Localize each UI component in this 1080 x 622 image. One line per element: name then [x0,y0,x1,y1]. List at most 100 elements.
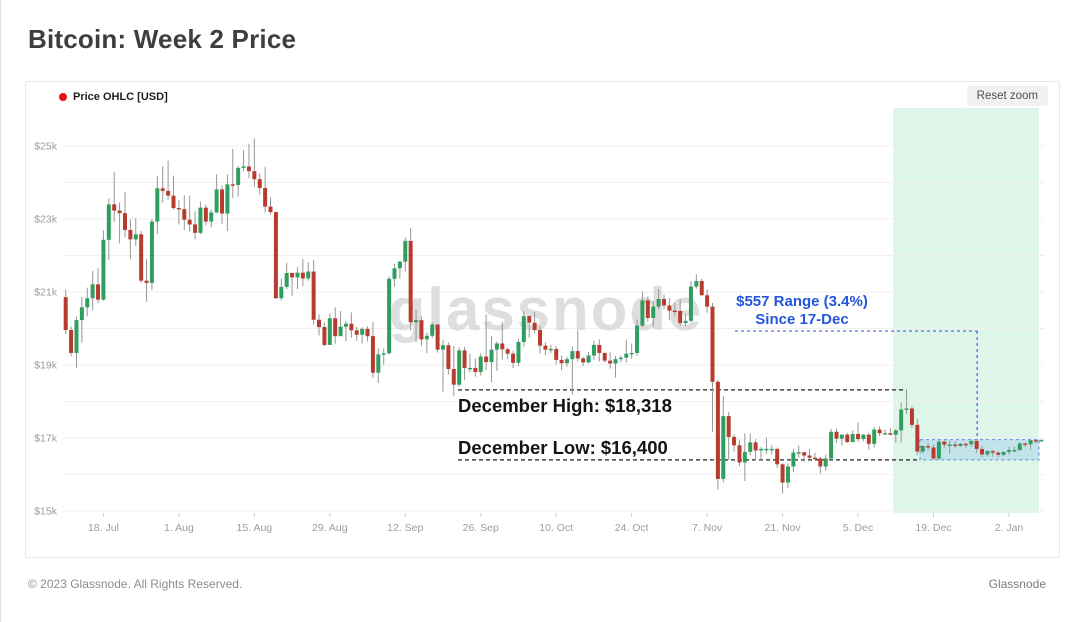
candle[interactable] [505,347,510,360]
candle[interactable] [710,302,715,432]
candle[interactable] [575,330,580,362]
candle[interactable] [877,426,882,437]
candle[interactable] [920,445,925,454]
candle[interactable] [963,442,968,449]
candle[interactable] [942,440,947,448]
candle[interactable] [705,289,710,313]
candle[interactable] [414,309,419,343]
candle[interactable] [953,441,958,449]
candle[interactable] [230,148,235,199]
candle[interactable] [802,452,807,462]
candle[interactable] [424,332,429,353]
candle[interactable] [176,200,181,225]
candle[interactable] [613,355,618,378]
candle[interactable] [90,270,95,311]
candle[interactable] [527,315,532,338]
candle[interactable] [1001,451,1006,457]
candle[interactable] [678,299,683,326]
candle[interactable] [656,289,661,310]
candle[interactable] [624,339,629,363]
candle[interactable] [69,326,74,357]
candle[interactable] [521,310,526,347]
candle[interactable] [139,231,144,283]
candle[interactable] [688,281,693,322]
candle[interactable] [419,316,424,347]
candle[interactable] [1028,439,1033,450]
candle[interactable] [548,344,553,354]
candle[interactable] [246,144,251,179]
candle[interactable] [726,412,731,460]
candle[interactable] [489,336,494,383]
candle[interactable] [893,429,898,443]
candle[interactable] [354,326,359,341]
candle[interactable] [839,433,844,446]
candle[interactable] [764,437,769,455]
candle[interactable] [74,316,79,369]
candle[interactable] [602,352,607,363]
candle[interactable] [629,343,634,359]
candle[interactable] [732,434,737,452]
candle[interactable] [457,347,462,387]
candle[interactable] [376,348,381,383]
candle[interactable] [742,433,747,482]
candle[interactable] [909,406,914,428]
candle[interactable] [570,346,575,395]
candle[interactable] [640,291,645,327]
candle[interactable] [462,346,467,380]
candle[interactable] [101,230,106,301]
candle[interactable] [980,446,985,458]
candle[interactable] [268,197,273,215]
candle[interactable] [155,175,160,234]
candle[interactable] [990,450,995,457]
candle[interactable] [904,389,909,414]
candle[interactable] [209,209,214,228]
candle[interactable] [715,379,720,490]
candle[interactable] [214,174,219,214]
candle[interactable] [193,211,198,240]
candle[interactable] [252,138,257,187]
candle[interactable] [834,428,839,444]
candle[interactable] [198,201,203,235]
candle[interactable] [969,440,974,447]
candle[interactable] [694,274,699,289]
candle[interactable] [775,447,780,468]
candle[interactable] [651,300,656,328]
candle[interactable] [300,259,305,287]
candle[interactable] [279,278,284,301]
candle[interactable] [1023,442,1028,448]
candle[interactable] [273,211,278,299]
candle[interactable] [516,338,521,367]
candle[interactable] [645,296,650,322]
candle[interactable] [581,356,586,367]
candle[interactable] [872,427,877,448]
candle[interactable] [484,314,489,371]
candle[interactable] [290,272,295,296]
candle[interactable] [144,259,149,302]
candle[interactable] [807,448,812,460]
candle[interactable] [511,350,516,368]
candle[interactable] [187,195,192,232]
candle[interactable] [812,452,817,461]
candle[interactable] [759,447,764,461]
candle[interactable] [128,219,133,260]
candle[interactable] [791,448,796,473]
candle[interactable] [721,396,726,483]
candle[interactable] [360,327,365,344]
candle[interactable] [171,175,176,210]
candle[interactable] [543,342,548,356]
candle[interactable] [915,419,920,456]
candle[interactable] [370,321,375,378]
candle[interactable] [737,439,742,467]
candle[interactable] [500,321,505,360]
candle[interactable] [845,432,850,444]
candle[interactable] [225,174,230,232]
candle[interactable] [683,313,688,327]
candle[interactable] [818,456,823,474]
candle[interactable] [748,433,753,456]
candle[interactable] [160,166,165,203]
candle[interactable] [667,298,672,321]
candle[interactable] [117,202,122,244]
candle[interactable] [79,297,84,343]
candle[interactable] [349,312,354,338]
